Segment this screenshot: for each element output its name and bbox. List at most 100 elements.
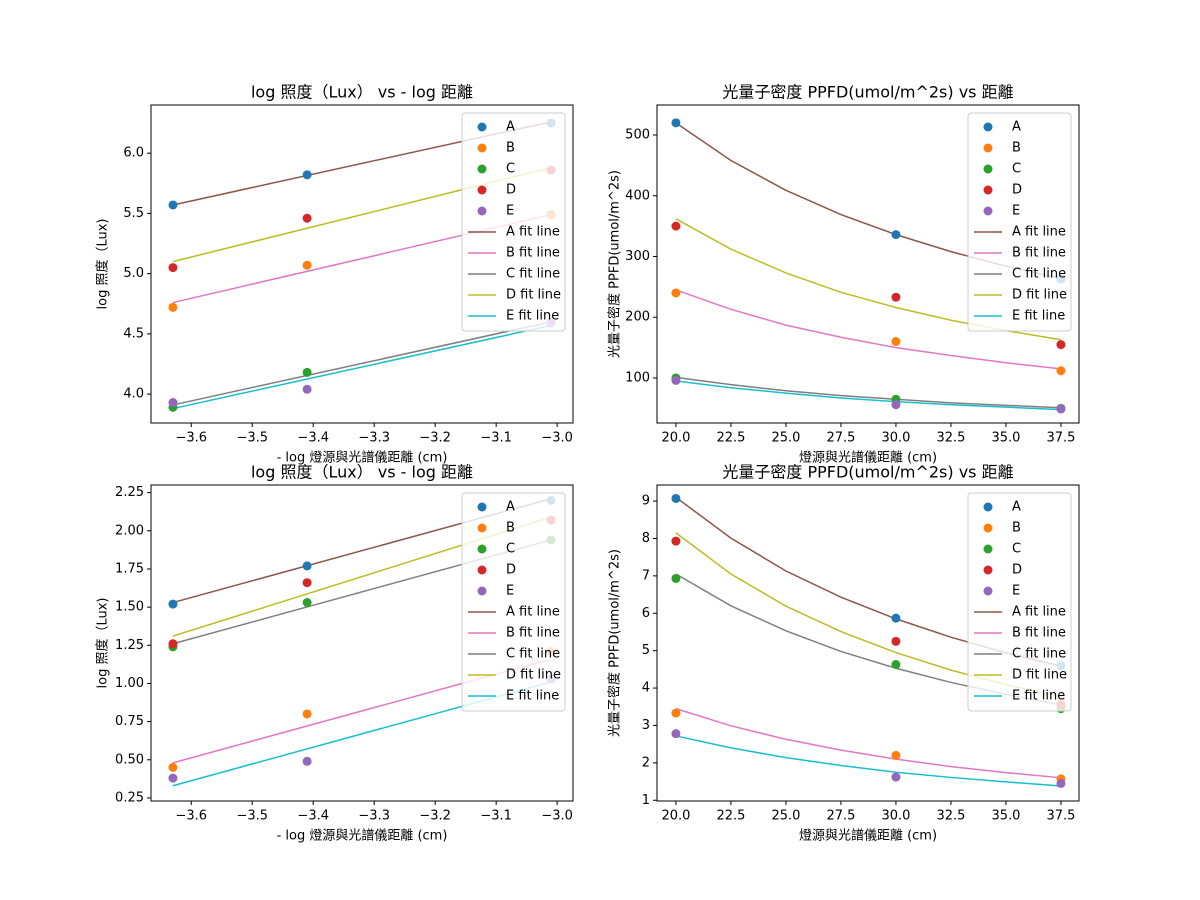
legend-label: C fit line	[1012, 647, 1066, 662]
point	[302, 598, 312, 608]
y-tick-label: 300	[625, 249, 650, 264]
fit-line	[172, 321, 552, 406]
legend-label: E	[1012, 584, 1020, 599]
legend-label: D fit line	[1012, 668, 1067, 683]
legend-label: D fit line	[506, 668, 561, 683]
chart-title: log 照度（Lux） vs - log 距離	[251, 83, 473, 102]
x-tick-label: −3.6	[175, 809, 207, 824]
point	[1056, 340, 1066, 350]
legend-label: E	[506, 584, 514, 599]
y-tick-label: 100	[625, 370, 650, 385]
x-tick-label: 25.0	[771, 809, 800, 824]
legend-marker	[983, 544, 993, 554]
point	[671, 375, 681, 385]
point	[1056, 404, 1066, 414]
legend-label: B fit line	[506, 246, 560, 261]
point	[302, 170, 312, 180]
point	[302, 756, 312, 766]
legend-label: B	[506, 521, 515, 536]
legend-label: D	[506, 183, 516, 198]
point	[671, 708, 681, 718]
legend-label: C	[1012, 542, 1021, 557]
legend-marker	[477, 544, 487, 554]
chart-title: 光量子密度 PPFD(umol/m^2s) vs 距離	[722, 83, 1013, 102]
x-tick-label: −3.0	[541, 809, 573, 824]
point	[302, 709, 312, 719]
y-tick-label: 1.00	[115, 676, 144, 691]
y-tick-label: 1.25	[115, 638, 144, 653]
x-tick-label: 22.5	[716, 809, 745, 824]
legend-label: E fit line	[1012, 689, 1065, 704]
fit-line	[675, 380, 1061, 411]
x-tick-label: −3.2	[419, 809, 451, 824]
y-tick-label: 1.50	[115, 600, 144, 615]
x-axis-label: 燈源與光譜儀距離 (cm)	[799, 829, 937, 844]
legend-marker	[477, 586, 487, 596]
point	[302, 213, 312, 223]
x-tick-label: 27.5	[826, 431, 855, 446]
axes-frame	[656, 104, 1080, 424]
legend-label: A	[506, 120, 515, 135]
point	[302, 578, 312, 588]
x-tick-label: 20.0	[661, 809, 690, 824]
y-tick-label: 2.25	[115, 485, 144, 500]
legend-label: A fit line	[506, 605, 560, 620]
legend-marker	[983, 122, 993, 132]
legend-marker	[983, 143, 993, 153]
point	[891, 292, 901, 302]
y-tick-label: 3	[642, 718, 650, 733]
legend-label: D	[506, 563, 516, 578]
point	[671, 288, 681, 298]
point	[302, 384, 312, 394]
legend-label: C	[506, 162, 515, 177]
axes-frame	[656, 484, 1080, 802]
x-tick-label: −3.0	[541, 431, 573, 446]
x-tick-label: −3.2	[419, 431, 451, 446]
subplot: 20.0 22.5 25.0 27.5 30.0 32.5 35.0 37.5 100 200 30…	[607, 83, 1080, 466]
point	[302, 367, 312, 377]
x-tick-label: −3.5	[236, 431, 268, 446]
x-axis-label: - log 燈源與光譜儀距離 (cm)	[277, 829, 448, 844]
legend-marker	[983, 185, 993, 195]
legend-label: D	[1012, 183, 1022, 198]
legend-label: D	[1012, 563, 1022, 578]
point	[671, 221, 681, 231]
legend-label: A	[1012, 500, 1021, 515]
fit-line	[675, 289, 1062, 370]
legend-label: A	[1012, 120, 1021, 135]
legend-label: C fit line	[506, 647, 560, 662]
legend-marker	[983, 206, 993, 216]
y-tick-label: 2.00	[115, 523, 144, 538]
y-tick-label: 6.0	[123, 146, 144, 161]
legend-label: B fit line	[1012, 626, 1066, 641]
y-axis-label: log 照度（Lux)	[95, 219, 111, 310]
legend-label: E	[506, 204, 514, 219]
legend-label: E fit line	[506, 689, 559, 704]
legend-box	[967, 112, 1072, 332]
x-tick-label: 30.0	[881, 431, 910, 446]
point	[671, 118, 681, 128]
x-tick-label: 32.5	[936, 809, 965, 824]
legend-box	[461, 492, 566, 712]
x-tick-label: 20.0	[661, 431, 690, 446]
legend-label: A fit line	[1012, 225, 1066, 240]
x-tick-label: −3.5	[236, 809, 268, 824]
legend-marker	[983, 586, 993, 596]
legend-box	[967, 492, 1072, 712]
legend-label: E fit line	[506, 309, 559, 324]
legend-label: D fit line	[506, 288, 561, 303]
legend-label: B	[1012, 141, 1021, 156]
fit-line	[675, 707, 1062, 779]
legend-marker	[983, 565, 993, 575]
x-tick-label: 27.5	[826, 809, 855, 824]
legend-label: E	[1012, 204, 1020, 219]
legend-marker	[477, 185, 487, 195]
y-tick-label: 6	[642, 606, 650, 621]
x-axis-label: 燈源與光譜儀距離 (cm)	[799, 451, 937, 466]
y-tick-label: 2	[642, 755, 650, 770]
point	[302, 260, 312, 270]
